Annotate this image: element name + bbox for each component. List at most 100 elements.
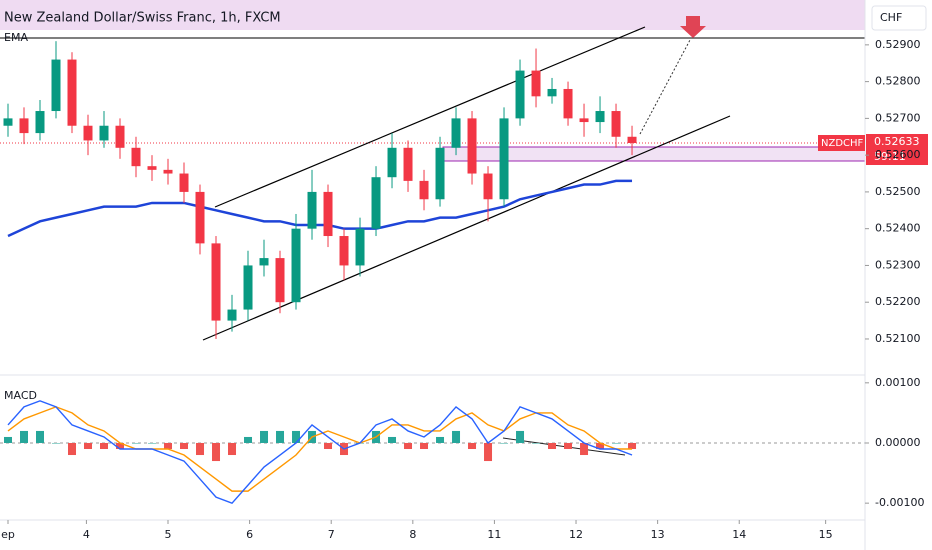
candle-body [115,125,125,148]
projection-arrow [639,39,691,135]
candle-body [387,147,397,178]
plot [3,41,637,504]
x-tick-label: 8 [409,528,416,541]
candle-body [291,228,301,303]
symbol-tag [818,135,865,151]
candle-body [179,173,189,192]
macd-histogram-bar [116,442,125,450]
y-tick-label: 0.52900 [875,38,921,51]
candle-body [355,228,365,266]
y-tick-label: 0.52600 [875,148,921,161]
macd-histogram-bar [84,442,93,450]
price-tag [866,134,928,165]
macd-histogram-bar [516,430,525,443]
channel-upper [214,26,646,208]
macd-histogram-bar [628,442,637,450]
candle-body [515,70,525,119]
candle-body [227,309,237,321]
candle-body [307,191,317,229]
candle-body [67,59,77,126]
candle-body [35,111,45,134]
candle-body [243,265,253,310]
candle-body [323,191,333,237]
macd-histogram-bar [132,442,141,444]
macd-histogram-bar [148,442,157,444]
down-arrow [680,16,706,38]
candle-body [371,177,381,229]
candle-body [83,125,93,141]
y-tick-label: 0.00100 [875,376,921,389]
y-tick-label: 0.52200 [875,295,921,308]
macd-histogram-bar [420,442,429,450]
candle-body [99,125,109,141]
candle-body [483,173,493,200]
macd-histogram-bar [436,436,445,443]
x-tick-label: ep [1,528,15,541]
price: 0.52633 [874,135,920,148]
currency-box[interactable] [871,5,927,31]
macd-histogram-bar [404,442,413,450]
macd-histogram-bar [228,442,237,456]
x-tick-label: 15 [819,528,833,541]
macd-histogram-bar [596,442,605,450]
y-tick-label: 0.00000 [875,436,921,449]
candle-body [627,136,637,144]
macd-histogram-bar [180,442,189,450]
macd-histogram-bar [468,442,477,450]
candle-body [499,118,509,200]
candle-body [451,118,461,148]
candle-body [563,88,573,119]
candle-body [419,180,429,200]
candle-body [435,147,445,200]
macd-histogram-bar [164,442,173,450]
macd-histogram-bar [532,442,541,444]
macd-histogram-bar [500,442,509,444]
x-tick-label: 13 [651,528,665,541]
candle-body [131,147,141,167]
candle-body [51,59,61,112]
macd-label: MACD [4,389,37,402]
macd-histogram-bar [612,442,621,444]
candle-body [259,258,269,266]
annotations [0,0,866,550]
candle-body [3,118,13,126]
chart-title: New Zealand Dollar/Swiss Franc, 1h, FXCM [4,11,281,26]
y-tick-label: 0.52800 [875,75,921,88]
ema-label: EMA [4,31,28,44]
macd-histogram-bar [20,430,29,443]
macd-histogram-bar [260,430,269,443]
candle-body [275,258,285,303]
candle-body [579,118,589,123]
macd-histogram-bar [564,442,573,450]
candle-body [339,236,349,266]
x-tick-label: 4 [83,528,90,541]
channel-lower [202,115,731,341]
x-tick-label: 5 [165,528,172,541]
resistance-zone [0,0,865,30]
macd-line [7,400,633,504]
candle-body [595,111,605,123]
y-tick-label: -0.00100 [875,496,924,509]
macd-histogram-bar [4,436,13,443]
symbol: NZDCHF [821,138,864,149]
macd-histogram-bar [580,442,589,456]
ema-line [7,179,633,238]
macd-histogram-bar [244,436,253,443]
currency[interactable]: CHF [880,11,902,24]
candle-body [467,118,477,174]
candle-body [403,147,413,181]
y-tick-label: 0.52500 [875,185,921,198]
macd-histogram-bar [484,442,493,462]
macd-histogram-bar [196,442,205,456]
y-tick-label: 0.52100 [875,332,921,345]
macd-histogram-bar [292,430,301,443]
macd-histogram-bar [452,430,461,443]
candle-body [19,118,29,134]
candle-body [547,88,557,97]
x-tick-label: 6 [246,528,253,541]
x-tick-label: 12 [569,528,583,541]
y-tick-label: 0.52300 [875,258,921,271]
macd-histogram-bar [68,442,77,456]
macd-histogram-bar [388,436,397,443]
